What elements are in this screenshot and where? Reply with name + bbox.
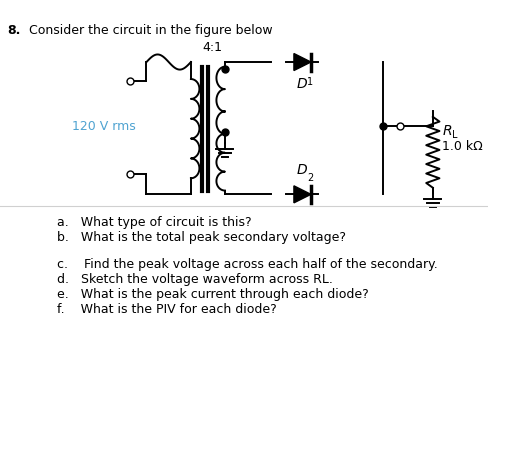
Text: c.    Find the peak voltage across each half of the secondary.: c. Find the peak voltage across each hal…: [57, 257, 438, 271]
Polygon shape: [294, 53, 311, 70]
Text: D: D: [297, 77, 308, 91]
Text: 4:1: 4:1: [203, 40, 222, 53]
Text: 1: 1: [307, 77, 313, 87]
Text: 8.: 8.: [8, 24, 21, 37]
Text: R: R: [442, 124, 452, 138]
Text: b.   What is the total peak secondary voltage?: b. What is the total peak secondary volt…: [57, 231, 346, 244]
Text: a.   What type of circuit is this?: a. What type of circuit is this?: [57, 216, 251, 229]
Text: D: D: [297, 163, 308, 177]
Polygon shape: [294, 186, 311, 203]
Text: 120 V rms: 120 V rms: [72, 120, 136, 133]
Text: d.   Sketch the voltage waveform across RL.: d. Sketch the voltage waveform across RL…: [57, 273, 333, 286]
Text: f.    What is the PIV for each diode?: f. What is the PIV for each diode?: [57, 303, 277, 316]
Text: 1.0 kΩ: 1.0 kΩ: [442, 139, 483, 152]
Text: L: L: [452, 130, 457, 140]
Text: Consider the circuit in the figure below: Consider the circuit in the figure below: [21, 24, 272, 37]
Text: e.   What is the peak current through each diode?: e. What is the peak current through each…: [57, 288, 368, 301]
Text: 2: 2: [307, 173, 313, 183]
